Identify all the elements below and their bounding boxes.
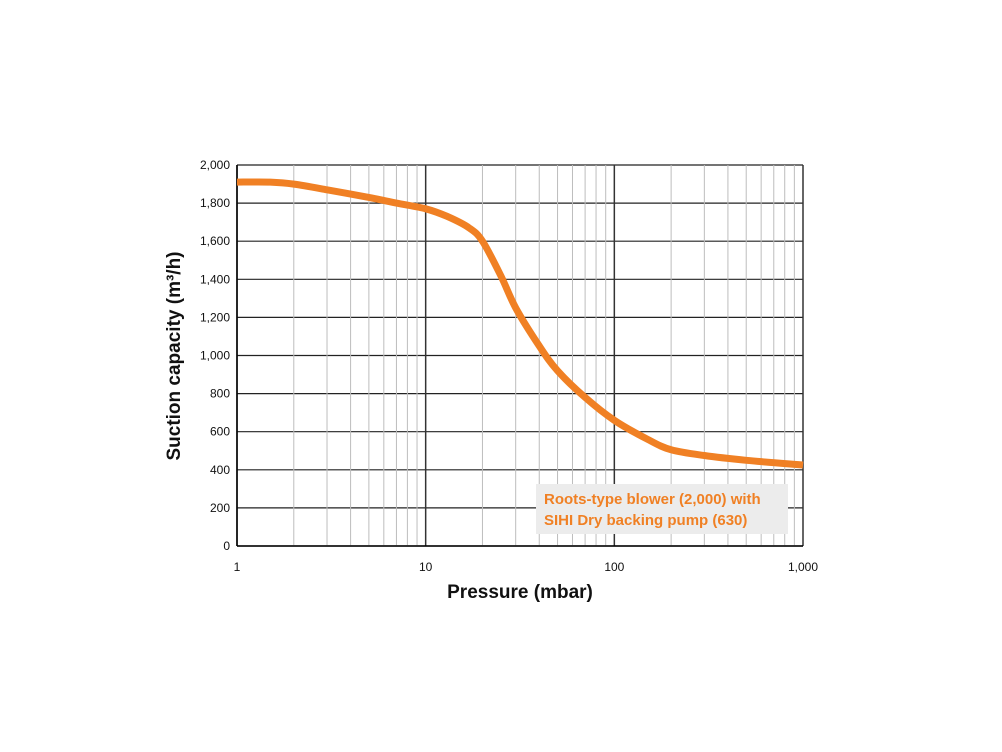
y-tick-label: 2,000 <box>200 158 230 172</box>
y-tick-label: 1,600 <box>200 234 230 248</box>
y-axis-title: Suction capacity (m³/h) <box>164 251 185 460</box>
y-tick-labels: 0 200 400 600 800 1,000 1,200 1,400 1,600 1,800 2,… <box>200 158 230 553</box>
y-tick-label: 800 <box>210 387 230 401</box>
series-line <box>236 178 804 469</box>
grid <box>236 164 804 547</box>
x-tick-label: 100 <box>604 560 624 574</box>
y-tick-label: 1,400 <box>200 272 230 286</box>
y-tick-label: 1,800 <box>200 196 230 210</box>
y-tick-label: 600 <box>210 425 230 439</box>
y-tick-label: 400 <box>210 463 230 477</box>
x-tick-label: 1,000 <box>788 560 818 574</box>
legend-label-line-2: SIHI Dry backing pump (630) <box>544 512 747 529</box>
y-tick-label: 200 <box>210 501 230 515</box>
curve-layer <box>236 178 804 469</box>
y-tick-label: 1,200 <box>200 310 230 324</box>
x-tick-labels: 1 10 100 1,000 <box>234 560 819 574</box>
x-axis-title: Pressure (mbar) <box>447 582 593 603</box>
x-tick-label: 10 <box>419 560 433 574</box>
legend: Roots-type blower (2,000) with SIHI Dry … <box>536 484 788 534</box>
x-tick-label: 1 <box>234 560 241 574</box>
y-tick-label: 0 <box>223 539 230 553</box>
y-tick-label: 1,000 <box>200 349 230 363</box>
legend-box <box>536 484 788 534</box>
legend-label-line-1: Roots-type blower (2,000) with <box>544 491 761 508</box>
